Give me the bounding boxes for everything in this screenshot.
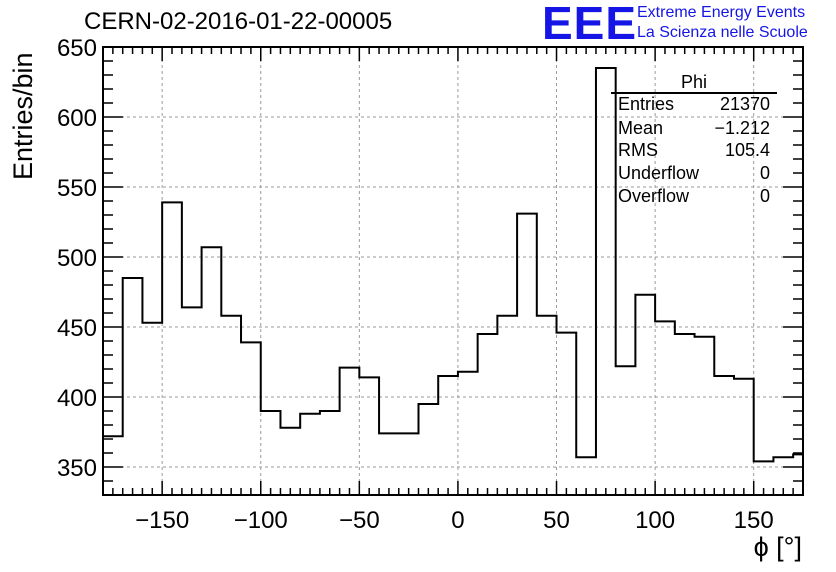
stats-row-entries: Entries 21370 — [618, 94, 770, 115]
stats-value: 0 — [759, 163, 770, 183]
stats-label: Entries — [618, 94, 675, 114]
stats-title: Phi — [680, 72, 707, 92]
y-tick-labels: 350 400 450 500 550 600 650 — [57, 35, 97, 482]
y-tick-label: 500 — [57, 245, 97, 272]
stats-label: Underflow — [618, 163, 700, 183]
logo-subtitle-line1: Extreme Energy Events — [637, 4, 806, 21]
stats-label: Mean — [618, 118, 664, 138]
x-tick-label: 50 — [543, 507, 570, 534]
stats-row-underflow: Underflow 0 — [618, 163, 770, 184]
x-tick-labels: −150 −100 −50 0 50 100 150 — [135, 507, 774, 534]
stats-value: −1.212 — [714, 118, 770, 138]
logo-subtitle-line2: La Scienza nelle Scuole — [637, 24, 808, 41]
x-tick-label: −100 — [234, 507, 288, 534]
x-tick-label: 0 — [451, 507, 464, 534]
grid-lines — [103, 47, 803, 495]
x-tick-label: 100 — [635, 507, 675, 534]
stats-value: 105.4 — [724, 140, 770, 160]
axis-ticks — [103, 46, 804, 496]
y-tick-label: 400 — [57, 385, 97, 412]
x-tick-label: −50 — [339, 507, 380, 534]
y-axis-label: Entries/bin — [8, 52, 38, 180]
y-tick-label: 550 — [57, 175, 97, 202]
y-tick-label: 450 — [57, 315, 97, 342]
stats-row-rms: RMS 105.4 — [618, 140, 770, 161]
y-tick-label: 650 — [57, 35, 97, 62]
x-tick-label: −150 — [135, 507, 189, 534]
x-tick-label: 150 — [734, 507, 774, 534]
stats-label: Overflow — [618, 186, 690, 206]
stats-row-mean: Mean −1.212 — [618, 118, 770, 139]
stats-divider — [611, 92, 777, 94]
stats-value: 0 — [759, 186, 770, 206]
y-tick-label: 600 — [57, 105, 97, 132]
stats-value: 21370 — [719, 94, 770, 114]
x-axis-label: ϕ [°] — [753, 532, 802, 562]
chart-title: CERN-02-2016-01-22-00005 — [84, 8, 393, 35]
histogram-line — [102, 67, 803, 495]
y-tick-label: 350 — [57, 455, 97, 482]
stats-row-overflow: Overflow 0 — [618, 186, 770, 207]
stats-label: RMS — [618, 140, 658, 160]
eee-logo: EEE — [542, 0, 638, 49]
